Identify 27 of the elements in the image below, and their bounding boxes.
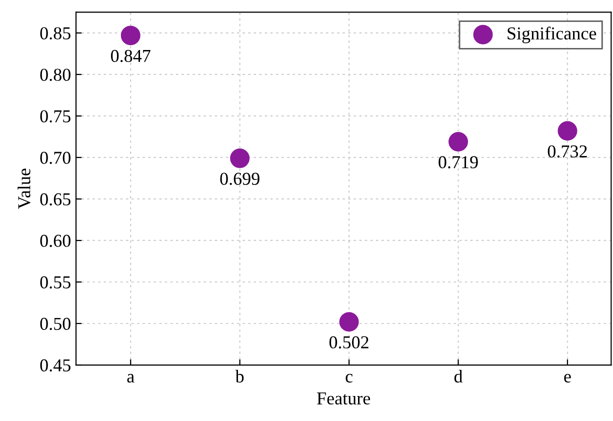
x-tick-label: a — [127, 374, 134, 383]
point — [339, 312, 359, 332]
y-tick-label: 0.85 — [40, 27, 70, 40]
x-tick-label: e — [564, 374, 571, 383]
x-tick-label: b — [235, 370, 244, 383]
y-tick-label: 0.65 — [40, 193, 70, 206]
x-axis-title: Feature — [317, 392, 370, 405]
point — [448, 132, 468, 152]
y-tick-label: 0.55 — [40, 276, 70, 289]
legend-label: Significance — [508, 26, 596, 44]
y-tick-label: 0.70 — [40, 152, 70, 164]
y-axis-title: Value — [18, 168, 30, 209]
x-tick-label: c — [346, 374, 352, 383]
x-tick-label: d — [454, 370, 463, 383]
y-tick-label: 0.45 — [40, 359, 70, 372]
y-tick-label: 0.75 — [40, 110, 70, 122]
data-label: 0.719 — [438, 156, 478, 168]
data-label: 0.847 — [110, 50, 150, 62]
data-label: 0.732 — [548, 145, 587, 158]
data-label: 0.502 — [329, 336, 368, 349]
y-tick-label: 0.50 — [40, 318, 70, 330]
y-tick-label: 0.80 — [40, 68, 70, 81]
point — [230, 148, 250, 168]
point — [558, 121, 578, 141]
data-label: 0.699 — [220, 172, 260, 185]
point — [120, 26, 140, 46]
y-tick-label: 0.60 — [40, 234, 70, 248]
